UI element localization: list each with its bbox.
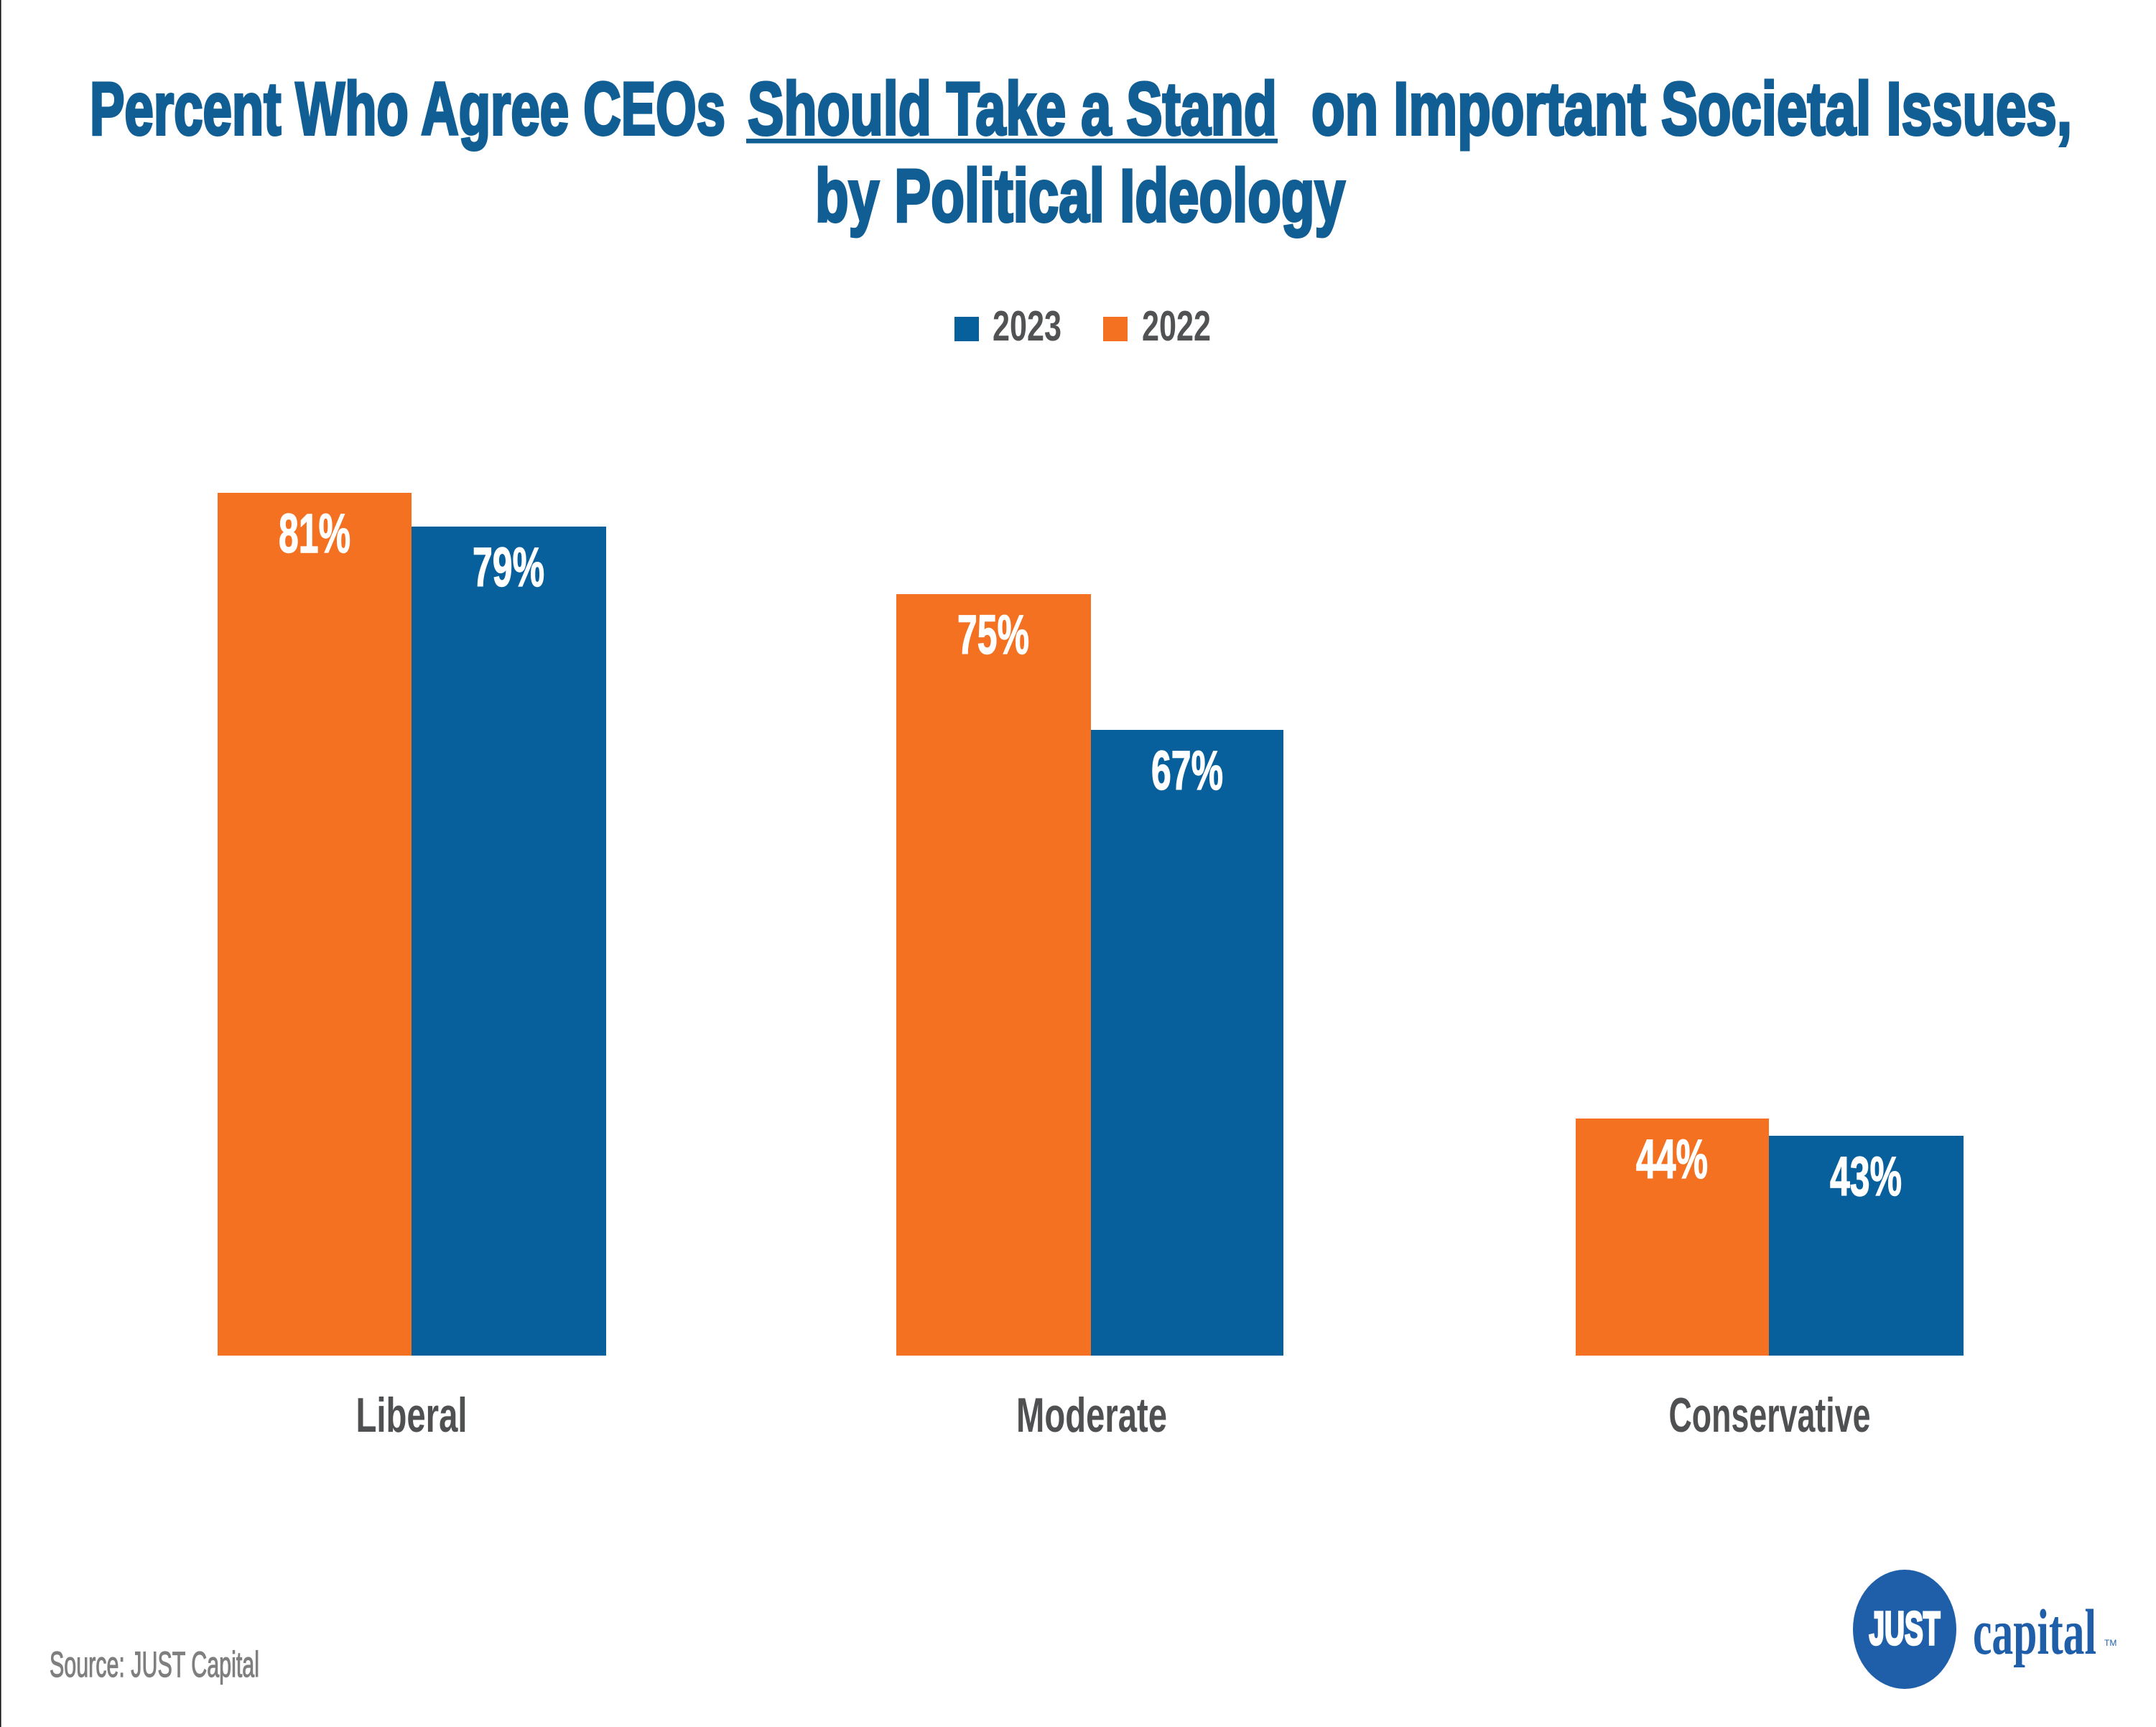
svg-text:Source: JUST Capital: Source: JUST Capital	[50, 1644, 259, 1685]
svg-text:44%: 44%	[1636, 1129, 1708, 1190]
svg-text:81%: 81%	[279, 503, 350, 565]
svg-text:Percent Who Agree CEOs: Percent Who Agree CEOs	[90, 68, 725, 151]
svg-text:Conservative: Conservative	[1669, 1388, 1871, 1443]
svg-text:by Political Ideology: by Political Ideology	[815, 154, 1345, 238]
svg-text:43%: 43%	[1830, 1146, 1902, 1208]
svg-text:TM: TM	[2104, 1638, 2116, 1648]
svg-text:JUST: JUST	[1869, 1602, 1941, 1654]
svg-text:79%: 79%	[473, 537, 544, 598]
svg-text:on Important Societal Issues,: on Important Societal Issues,	[1311, 68, 2072, 151]
svg-text:67%: 67%	[1151, 740, 1223, 802]
svg-text:capital: capital	[1973, 1597, 2096, 1668]
svg-text:2023: 2023	[993, 302, 1061, 350]
svg-text:2022: 2022	[1142, 302, 1211, 350]
svg-text:75%: 75%	[957, 604, 1029, 666]
svg-text:Moderate: Moderate	[1016, 1388, 1167, 1443]
svg-text:Should Take a Stand: Should Take a Stand	[748, 68, 1277, 151]
svg-text:Liberal: Liberal	[356, 1388, 468, 1443]
